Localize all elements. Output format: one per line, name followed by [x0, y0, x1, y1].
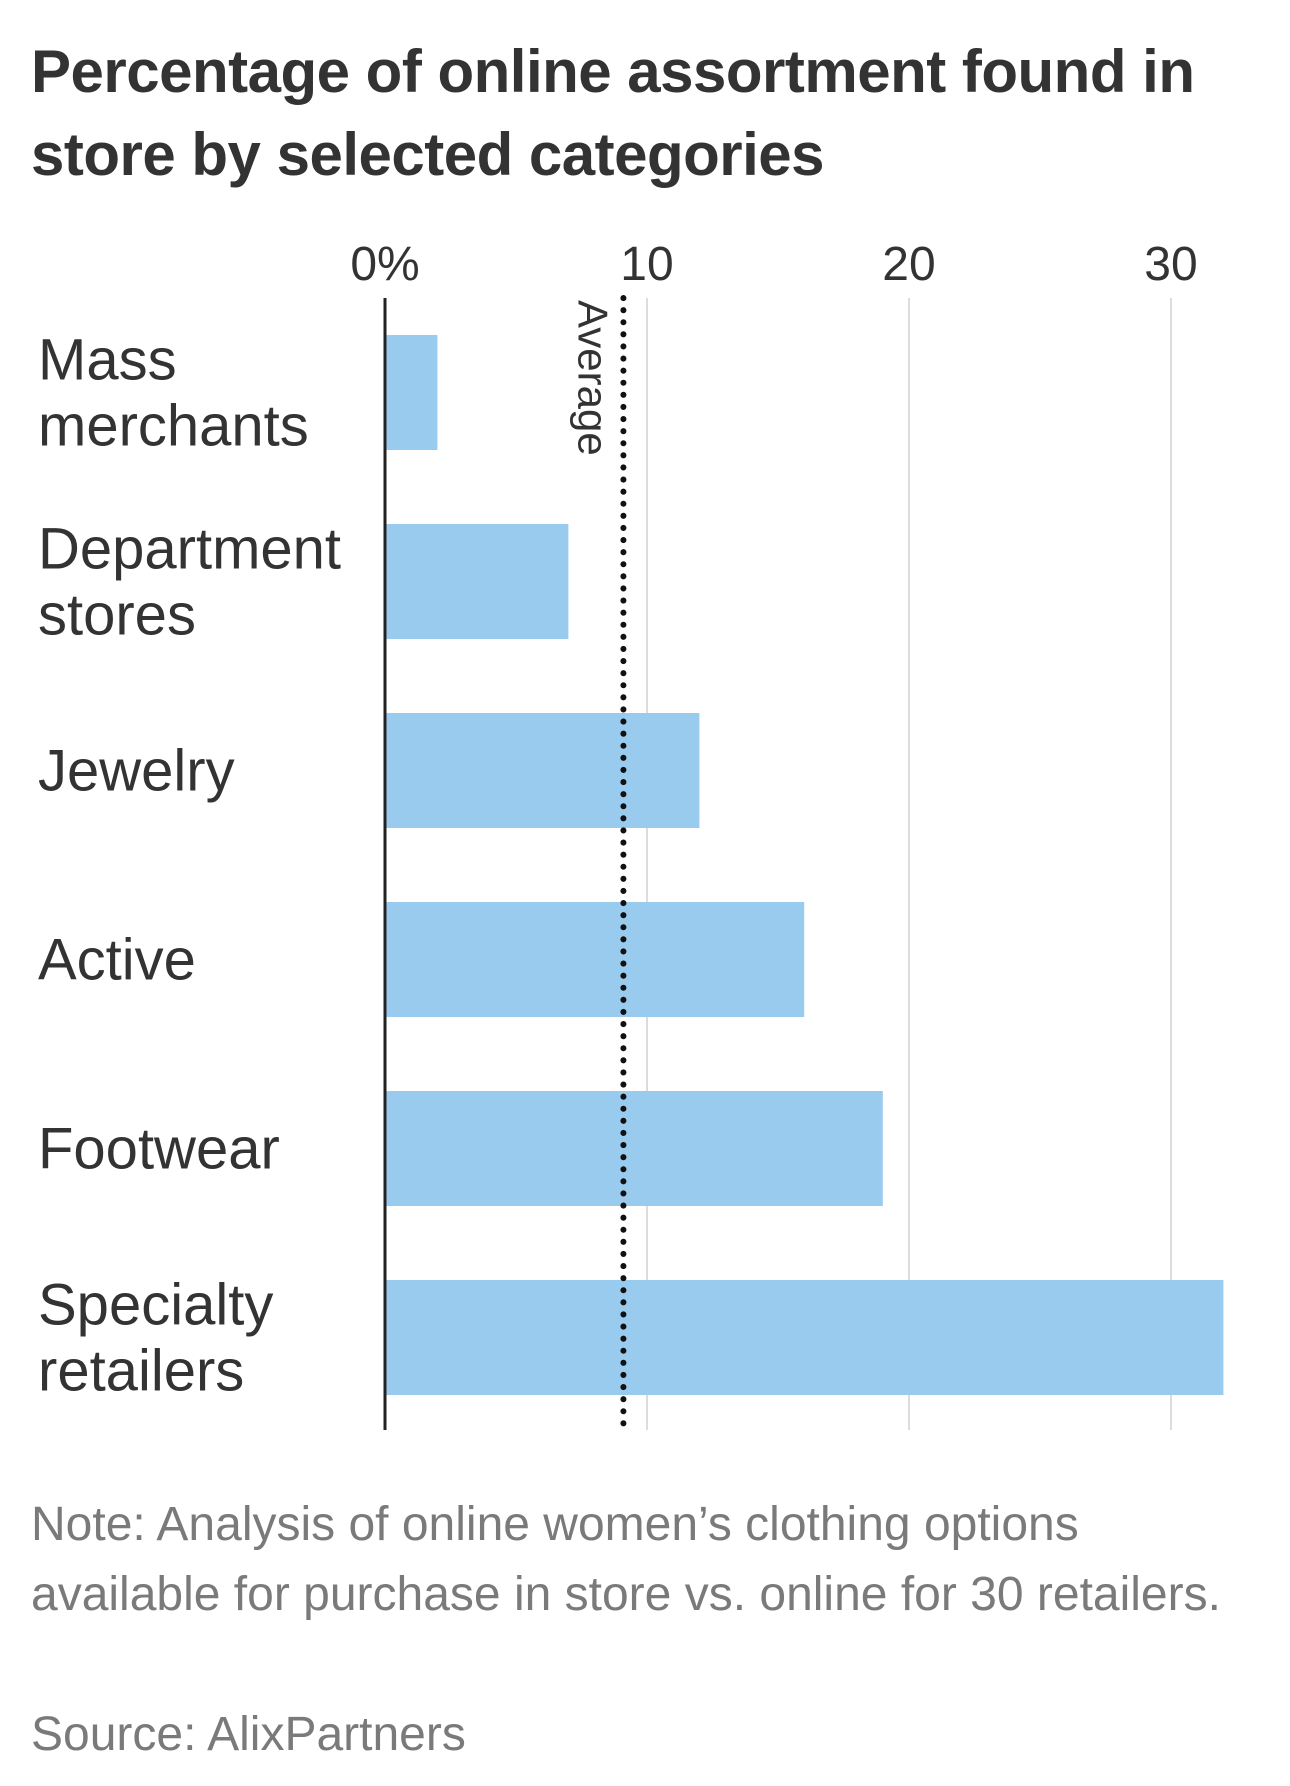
x-tick-label: 30 — [1144, 238, 1197, 291]
category-label-line: Active — [38, 928, 196, 993]
category-label-line: Specialty — [38, 1273, 273, 1338]
category-label: Mass merchants — [38, 328, 309, 459]
bar — [385, 1280, 1224, 1395]
category-labels: Mass merchants Department stores Jewelry Acti… — [38, 328, 341, 1404]
category-label: Footwear — [38, 1117, 280, 1182]
category-label: Specialty retailers — [38, 1273, 273, 1404]
axes: 0% 10 20 30 — [350, 238, 1198, 1430]
category-label-line: Department — [38, 517, 341, 582]
x-tick-label: 20 — [882, 238, 935, 291]
category-label-line: Jewelry — [38, 739, 235, 804]
bar — [385, 902, 805, 1017]
category-label-line: stores — [38, 583, 196, 648]
x-tick-label: 0% — [350, 238, 419, 291]
bar — [385, 335, 438, 450]
category-label: Active — [38, 928, 196, 993]
chart-title: Percentage of online assortment found in… — [31, 38, 1195, 188]
category-label-line: retailers — [38, 1339, 244, 1404]
average-marker: Average — [569, 295, 627, 1433]
category-label: Department stores — [38, 517, 341, 648]
bar — [385, 713, 700, 828]
bars — [385, 335, 1224, 1395]
category-label-line: Footwear — [38, 1117, 280, 1182]
average-label: Average — [569, 300, 616, 456]
category-label-line: Mass — [38, 328, 177, 393]
chart-note: Note: Analysis of online women’s clothin… — [31, 1498, 1221, 1621]
bar — [385, 524, 569, 639]
bar-chart: 0% 10 20 30 Average Mass merchants Department… — [38, 238, 1224, 1433]
category-label-line: merchants — [38, 394, 309, 459]
gridlines — [646, 298, 1172, 1430]
x-tick-label: 10 — [620, 238, 673, 291]
bar — [385, 1091, 883, 1206]
chart-source: Source: AlixPartners — [31, 1708, 466, 1761]
category-label: Jewelry — [38, 739, 235, 804]
